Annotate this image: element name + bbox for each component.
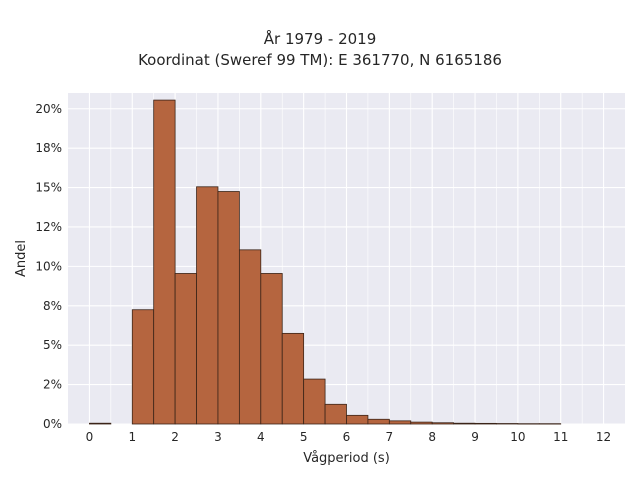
histogram-bar bbox=[174, 273, 197, 425]
histogram-bar bbox=[388, 420, 412, 425]
histogram-bar bbox=[217, 191, 240, 425]
x-tick-label: 2 bbox=[171, 430, 179, 444]
histogram-bar bbox=[303, 378, 326, 425]
y-tick-label: 0% bbox=[43, 417, 62, 431]
histogram-bar bbox=[431, 422, 455, 425]
y-tick-labels: 0% 2% 5% 8% 10% 12% 15% 18% 20% bbox=[35, 102, 62, 431]
histogram-bar bbox=[281, 332, 305, 425]
histogram-bar bbox=[238, 249, 262, 425]
x-tick-label: 4 bbox=[257, 430, 265, 444]
y-tick-label: 15% bbox=[35, 181, 62, 195]
histogram-bar bbox=[453, 422, 476, 425]
y-tick-label: 12% bbox=[35, 220, 62, 234]
chart-title-line-1: År 1979 - 2019 bbox=[263, 30, 377, 48]
x-tick-label: 11 bbox=[553, 430, 568, 444]
x-tick-label: 6 bbox=[343, 430, 351, 444]
bar-layer bbox=[89, 99, 562, 425]
histogram-bar bbox=[260, 273, 283, 425]
histogram-bar bbox=[410, 421, 433, 425]
y-tick-label: 18% bbox=[35, 141, 62, 155]
histogram-bar bbox=[474, 422, 497, 425]
x-tick-label: 9 bbox=[471, 430, 479, 444]
x-tick-label: 7 bbox=[386, 430, 394, 444]
chart-title-line-2: Koordinat (Sweref 99 TM): E 361770, N 61… bbox=[138, 51, 502, 69]
y-tick-label: 2% bbox=[43, 378, 62, 392]
x-tick-label: 12 bbox=[596, 430, 611, 444]
y-tick-label: 10% bbox=[35, 259, 62, 273]
histogram-bar bbox=[131, 309, 155, 425]
x-tick-labels: 0 1 2 3 4 5 6 7 8 9 10 11 12 bbox=[86, 430, 612, 444]
y-tick-label: 8% bbox=[43, 299, 62, 313]
y-axis-label: Andel bbox=[14, 240, 29, 277]
y-tick-label: 5% bbox=[43, 338, 62, 352]
histogram-bar bbox=[346, 414, 369, 425]
y-tick-label: 20% bbox=[35, 102, 62, 116]
histogram-bar bbox=[153, 99, 176, 425]
x-tick-label: 1 bbox=[128, 430, 136, 444]
x-tick-label: 3 bbox=[214, 430, 222, 444]
histogram-bar bbox=[324, 403, 347, 425]
x-tick-label: 10 bbox=[510, 430, 525, 444]
histogram-bar bbox=[367, 418, 390, 425]
histogram-bar bbox=[196, 186, 219, 425]
x-tick-label: 0 bbox=[86, 430, 94, 444]
x-axis-label: Vågperiod (s) bbox=[303, 451, 390, 466]
x-tick-label: 5 bbox=[300, 430, 308, 444]
histogram-bar bbox=[89, 422, 112, 425]
x-tick-label: 8 bbox=[428, 430, 436, 444]
